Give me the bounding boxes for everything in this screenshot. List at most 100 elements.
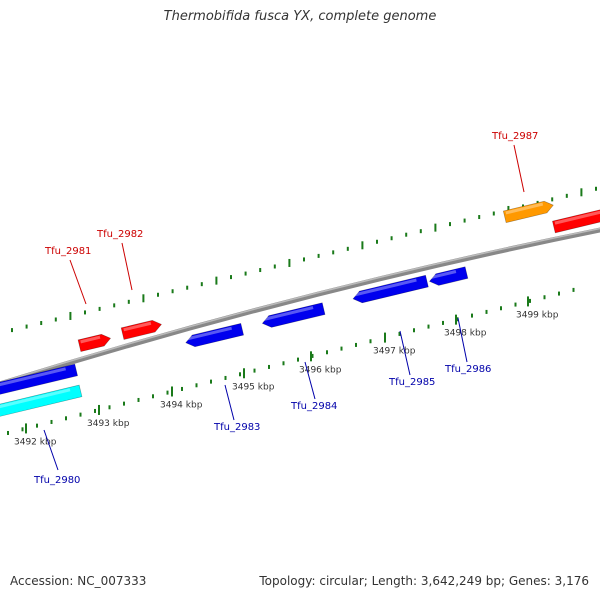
gene-tfu-2984-highlight: [263, 306, 314, 321]
ruler-label: 3493 kbp: [87, 419, 130, 429]
tick-reverse: [485, 309, 488, 314]
gene-tfu-2983-shape[interactable]: [184, 323, 244, 348]
tick-reverse: [108, 405, 111, 410]
tick-reverse: [181, 386, 183, 391]
tick-reverse: [36, 423, 38, 428]
tick-forward: [273, 264, 276, 269]
tick-forward: [405, 232, 408, 237]
tick-reverse: [398, 331, 401, 336]
gene-edge-red-right[interactable]: [552, 207, 600, 234]
tick-major: [25, 423, 27, 434]
tick-forward: [40, 321, 43, 326]
tick-forward: [346, 246, 349, 251]
gene-tfu-2982-leader: [121, 242, 133, 291]
tick-forward: [434, 223, 437, 232]
ruler-label: 3498 kbp: [444, 329, 487, 339]
tick-forward: [463, 218, 466, 223]
gene-edge-red-right-shape[interactable]: [552, 207, 600, 234]
gene-tfu-2982[interactable]: [120, 318, 163, 340]
tick-forward: [259, 268, 262, 273]
gene-tfu-2986-label[interactable]: Tfu_2986: [444, 364, 491, 375]
gene-tfu-2983-leader: [224, 384, 235, 421]
gene-tfu-2983[interactable]: [184, 323, 244, 348]
gene-tfu-2982-highlight: [123, 321, 152, 332]
tick-forward: [69, 311, 72, 320]
tick-reverse: [65, 416, 67, 421]
gene-tfu-2981-label[interactable]: Tfu_2981: [44, 246, 91, 257]
backbone-highlight: [0, 227, 600, 384]
gene-tfu-2987-leader: [513, 144, 525, 193]
ruler-label: 3495 kbp: [232, 382, 275, 392]
gene-tfu-2982-label[interactable]: Tfu_2982: [96, 229, 143, 240]
gene-tfu-2986-shape[interactable]: [428, 266, 469, 288]
gene-tfu-2987[interactable]: [502, 199, 554, 224]
tick-reverse: [152, 394, 154, 399]
gene-tfu-2982-shape[interactable]: [120, 318, 163, 340]
tick-reverse: [239, 372, 241, 377]
accession-label: Accession: NC_007333: [10, 574, 147, 588]
tick-forward: [215, 276, 218, 285]
tick-forward: [303, 257, 305, 262]
tick-forward: [244, 271, 247, 276]
tick-reverse: [123, 401, 125, 406]
backbone-line: [0, 227, 600, 387]
tick-forward: [551, 197, 554, 202]
tick-reverse: [500, 306, 502, 311]
tick-forward: [449, 222, 451, 227]
tick-major: [310, 351, 312, 362]
tick-forward: [127, 299, 130, 304]
tick-reverse: [442, 320, 444, 325]
gene-tfu-2980-highlight: [0, 388, 71, 413]
gene-tfu-2985-label[interactable]: Tfu_2985: [388, 377, 435, 388]
gene-tfu-2980[interactable]: [0, 384, 83, 421]
tick-forward: [332, 250, 335, 255]
tick-reverse: [282, 361, 285, 366]
gene-tfu-2980-shape[interactable]: [0, 384, 83, 421]
gene-tfu-2987-shape[interactable]: [502, 199, 554, 224]
gene-tfu-2984-shape[interactable]: [261, 302, 326, 329]
tick-forward: [419, 229, 422, 234]
tick-forward: [478, 215, 481, 220]
gene-tfu-2987-label[interactable]: Tfu_2987: [491, 131, 538, 142]
tick-reverse: [355, 342, 357, 347]
tick-major: [455, 314, 457, 325]
map-title: Thermobifida fusca YX, complete genome: [163, 9, 437, 24]
tick-forward: [113, 303, 116, 308]
tick-major: [527, 296, 529, 307]
tick-reverse: [253, 368, 256, 373]
gene-tfu-2986[interactable]: [428, 266, 469, 288]
gene-tfu-2983-label[interactable]: Tfu_2983: [213, 422, 260, 433]
tick-forward: [317, 253, 320, 258]
gene-tfu-2984[interactable]: [261, 302, 326, 329]
tick-reverse: [529, 298, 531, 303]
tick-reverse: [311, 353, 314, 358]
tick-reverse: [340, 346, 343, 351]
ruler-label: 3499 kbp: [516, 310, 559, 320]
ruler-label: 3496 kbp: [299, 365, 342, 375]
gene-tfu-2981-shape[interactable]: [77, 332, 112, 352]
gene-edge-blue-left[interactable]: [0, 363, 78, 398]
tick-forward: [11, 328, 13, 333]
gene-edge-blue-left-shape[interactable]: [0, 363, 78, 398]
tick-reverse: [268, 364, 270, 369]
tick-reverse: [543, 295, 546, 300]
gene-tfu-2986-leader: [457, 317, 468, 363]
tick-forward: [565, 193, 568, 198]
tick-reverse: [514, 302, 517, 307]
gene-tfu-2985-shape[interactable]: [352, 274, 429, 304]
gene-tfu-2981[interactable]: [77, 332, 112, 352]
gene-tfu-2980-label[interactable]: Tfu_2980: [33, 475, 80, 486]
tick-reverse: [166, 390, 169, 395]
tick-forward: [157, 292, 159, 297]
tick-forward: [54, 317, 57, 322]
gene-tfu-2984-label[interactable]: Tfu_2984: [290, 401, 337, 412]
tick-major: [171, 386, 173, 397]
tick-forward: [288, 258, 291, 267]
tick-reverse: [224, 375, 227, 380]
tick-forward: [376, 239, 378, 244]
ruler-label: 3492 kbp: [14, 437, 57, 447]
tick-reverse: [195, 383, 198, 388]
tick-forward: [84, 310, 86, 315]
gene-tfu-2985[interactable]: [352, 274, 429, 304]
tick-forward: [25, 324, 28, 329]
